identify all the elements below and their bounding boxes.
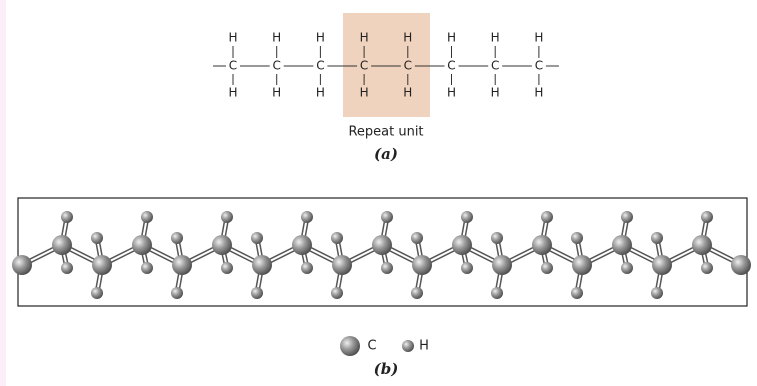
h-ball (141, 211, 153, 223)
c-atom: C (404, 59, 412, 73)
h-atom: H (360, 31, 369, 45)
h-atom: H (491, 86, 500, 100)
h-atom: H (403, 31, 412, 45)
h-ball (141, 262, 153, 274)
h-ball (461, 211, 473, 223)
h-atom: H (272, 31, 281, 45)
h-ball (621, 211, 633, 223)
c-ball (212, 235, 232, 255)
h-atom: H (228, 86, 237, 100)
repeat-unit-box (343, 13, 430, 117)
h-ball (171, 232, 183, 244)
h-ball (621, 262, 633, 274)
c-ball (252, 255, 272, 275)
h-atom: H (228, 31, 237, 45)
h-ball (541, 262, 553, 274)
c-ball (492, 255, 512, 275)
c-ball (92, 255, 112, 275)
h-ball (301, 262, 313, 274)
h-ball (491, 287, 503, 299)
c-ball (532, 235, 552, 255)
c-atom: C (535, 59, 543, 73)
c-atom: C (229, 59, 237, 73)
h-atom: H (316, 86, 325, 100)
h-atom: H (272, 86, 281, 100)
caption-a: (a) (374, 145, 398, 163)
h-ball (491, 232, 503, 244)
c-ball (412, 255, 432, 275)
h-ball (541, 211, 553, 223)
h-ball (171, 287, 183, 299)
h-ball (61, 262, 73, 274)
legend-c-label: C (367, 339, 376, 354)
h-ball (91, 232, 103, 244)
c-ball (52, 235, 72, 255)
h-ball (411, 287, 423, 299)
c-ball (572, 255, 592, 275)
c-atom: C (491, 59, 499, 73)
h-ball (251, 232, 263, 244)
h-ball (701, 211, 713, 223)
h-atom: H (360, 86, 369, 100)
h-ball (651, 287, 663, 299)
legend-c-ball (340, 336, 360, 356)
h-ball (301, 211, 313, 223)
h-ball (221, 262, 233, 274)
h-ball (221, 211, 233, 223)
h-ball (651, 232, 663, 244)
h-atom: H (447, 86, 456, 100)
h-atom: H (447, 31, 456, 45)
c-atom: C (273, 59, 281, 73)
c-atom: C (360, 59, 368, 73)
c-ball (172, 255, 192, 275)
c-ball (731, 255, 751, 275)
repeat-unit-label: Repeat unit (348, 125, 423, 140)
h-ball (461, 262, 473, 274)
c-ball (372, 235, 392, 255)
h-ball (331, 287, 343, 299)
c-ball (652, 255, 672, 275)
h-atom: H (403, 86, 412, 100)
h-ball (331, 232, 343, 244)
h-atom: H (316, 31, 325, 45)
legend-h-ball (402, 340, 414, 352)
c-ball (452, 235, 472, 255)
edge-strip (0, 0, 6, 386)
c-ball (292, 235, 312, 255)
c-atom: C (447, 59, 455, 73)
h-ball (61, 211, 73, 223)
h-atom: H (491, 31, 500, 45)
h-ball (91, 287, 103, 299)
h-ball (381, 211, 393, 223)
h-ball (381, 262, 393, 274)
c-ball (132, 235, 152, 255)
c-ball (692, 235, 712, 255)
c-atom: C (316, 59, 324, 73)
h-ball (251, 287, 263, 299)
h-atom: H (534, 31, 543, 45)
h-ball (571, 287, 583, 299)
polyethylene-figure: HCHHCHHCHHCHHCHHCHHCHHCH Repeat unit (a)… (0, 0, 757, 386)
c-ball (612, 235, 632, 255)
h-atom: H (534, 86, 543, 100)
legend-h-label: H (419, 339, 429, 354)
caption-b: (b) (374, 360, 399, 378)
h-ball (411, 232, 423, 244)
h-ball (701, 262, 713, 274)
c-ball (332, 255, 352, 275)
h-ball (571, 232, 583, 244)
c-ball (12, 255, 32, 275)
